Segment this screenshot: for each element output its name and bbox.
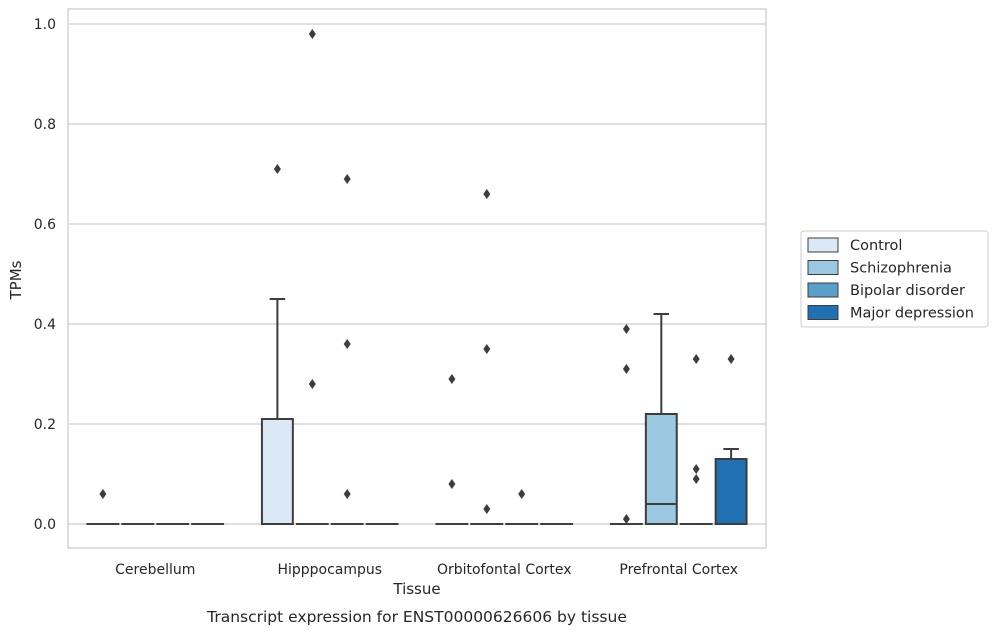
outlier-point: [692, 464, 700, 474]
outlier-point: [448, 374, 456, 384]
outlier-point: [483, 189, 491, 199]
box-bipolar-disorder: [679, 354, 713, 526]
box-series-group: [86, 29, 748, 526]
legend-swatch: [807, 305, 839, 320]
legend-label: Major depression: [850, 306, 974, 322]
y-tick-label: 0.4: [34, 317, 56, 333]
box-control: [260, 164, 294, 525]
x-tick-label: Prefrontal Cortex: [619, 562, 738, 578]
x-tick-label: Cerebellum: [115, 562, 195, 578]
plot-area-frame: [67, 8, 767, 549]
legend-label: Bipolar disorder: [850, 283, 965, 299]
y-tick-label: 1.0: [34, 17, 56, 33]
box-iqr: [644, 413, 678, 525]
y-tick-label: 0.6: [34, 217, 56, 233]
outlier-point: [448, 479, 456, 489]
legend-swatch: [807, 260, 839, 275]
outlier-point: [99, 489, 107, 499]
outlier-point: [518, 489, 526, 499]
box-bipolar-disorder: [330, 174, 364, 526]
box-schizophrenia: [644, 313, 678, 525]
box-control: [435, 374, 469, 526]
outlier-point: [343, 339, 351, 349]
outlier-point: [692, 354, 700, 364]
x-axis-title: Tissue: [392, 580, 440, 598]
box-bipolar-disorder: [505, 489, 539, 526]
outlier-point: [273, 164, 281, 174]
outlier-point: [622, 364, 630, 374]
y-tick-label: 0.8: [34, 117, 56, 133]
legend-frame: [800, 230, 989, 328]
outlier-point: [483, 504, 491, 514]
y-axis-title: TPMs: [7, 260, 25, 300]
box-control: [86, 489, 120, 526]
x-tick-label: Orbitofontal Cortex: [437, 562, 572, 578]
box-iqr: [260, 418, 294, 525]
outlier-point: [692, 474, 700, 484]
x-tick-labels: Cerebellum Hipppocampus Orbitofontal Corte…: [115, 562, 738, 578]
outlier-point: [308, 379, 316, 389]
outlier-point: [727, 354, 735, 364]
outlier-point: [622, 324, 630, 334]
y-tick-labels: 0.0 0.2 0.4 0.6 0.8 1.0: [34, 17, 56, 533]
legend: Control Schizophrenia Bipolar disorder Majo…: [800, 230, 989, 328]
y-tick-label: 0.0: [34, 517, 56, 533]
y-tick-label: 0.2: [34, 417, 56, 433]
box-schizophrenia: [295, 29, 329, 526]
x-tick-label: Hipppocampus: [277, 562, 382, 578]
legend-label: Schizophrenia: [850, 261, 952, 277]
outlier-point: [308, 29, 316, 39]
box-major-depression: [714, 354, 748, 525]
outlier-point: [622, 514, 630, 524]
outlier-point: [343, 174, 351, 184]
legend-swatch: [807, 282, 839, 298]
legend-swatch: [807, 237, 839, 253]
box-control: [609, 324, 643, 526]
chart-caption: Transcript expression for ENST0000062660…: [206, 608, 627, 626]
box-iqr: [714, 458, 748, 525]
box-schizophrenia: [470, 189, 504, 526]
legend-label: Control: [850, 238, 902, 254]
outlier-point: [483, 344, 491, 354]
outlier-point: [343, 489, 351, 499]
